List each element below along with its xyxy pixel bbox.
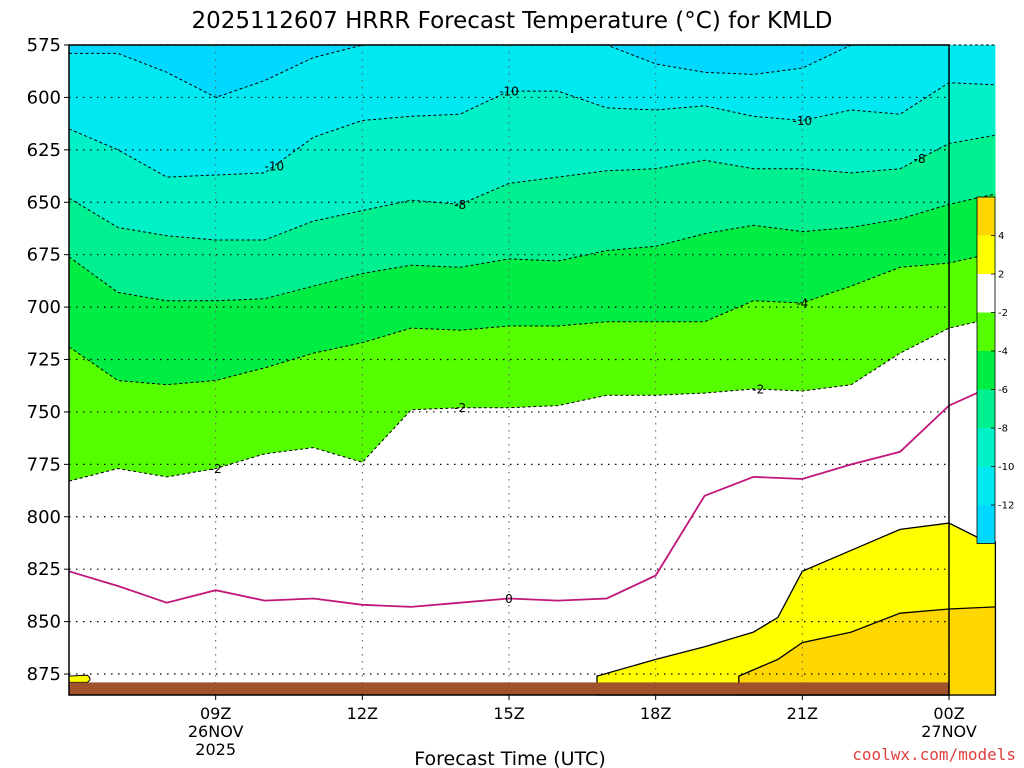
contour-line-0 (68, 383, 996, 608)
ground-bar (69, 682, 949, 695)
x-tick-label-9-1: 26NOV (188, 722, 244, 741)
contour-line--10 (68, 82, 996, 178)
colorbar-segment-7 (977, 466, 995, 505)
colorbar-segment-4 (977, 351, 995, 390)
y-tick-label-650: 650 (27, 192, 61, 213)
contour-label--2-2: -2 (752, 383, 764, 397)
x-axis-label: Forecast Time (UTC) (414, 748, 605, 768)
contour-label--4-0: -4 (796, 296, 808, 310)
contour-label-0-0: 0 (505, 592, 513, 606)
colorbar-label-3: -4 (998, 347, 1008, 358)
y-tick-label-825: 825 (27, 559, 61, 580)
y-tick-label-675: 675 (27, 245, 61, 266)
colorbar-label-0: 4 (998, 231, 1004, 242)
colorbar-segment-1 (977, 235, 995, 274)
contour-lines (68, 44, 996, 608)
x-tick-label-21-0: 21Z (787, 704, 818, 723)
contour-label--2-0: -2 (210, 462, 222, 476)
temperature-fills (68, 45, 997, 696)
y-tick-label-575: 575 (27, 35, 61, 56)
colorbar-label-2: -2 (998, 308, 1008, 319)
colorbar-label-5: -8 (998, 424, 1008, 435)
colorbar-label-7: -12 (998, 501, 1014, 512)
contour-label--8-1: -8 (914, 152, 926, 166)
colorbar-segment-5 (977, 389, 995, 428)
x-tick-label-9-0: 09Z (200, 704, 231, 723)
y-tick-label-750: 750 (27, 402, 61, 423)
contour-label--8-0: -8 (454, 198, 466, 212)
contour-line--2 (68, 317, 996, 482)
colorbar-label-1: 2 (998, 270, 1004, 281)
colorbar: 4 2 -2 -4 -6 -8 -10 -12 (976, 196, 1014, 544)
contour-label--10-1: -10 (499, 85, 519, 99)
colorbar-segment-0 (977, 197, 995, 236)
y-tick-label-875: 875 (27, 664, 61, 685)
contour-labels: -10 -10 -10 -8 -8 -4 -2 -2 -2 0 (210, 85, 926, 606)
y-tick-label-725: 725 (27, 350, 61, 371)
warm-blob-left (68, 674, 91, 683)
credit-text: coolwx.com/models (852, 745, 1016, 764)
x-tick-label-18-0: 18Z (640, 704, 671, 723)
chart-title: 2025112607 HRRR Forecast Temperature (°C… (191, 8, 832, 34)
y-tick-label-850: 850 (27, 612, 61, 633)
colorbar-border (976, 196, 996, 544)
colorbar-segment-6 (977, 428, 995, 467)
colorbar-segment-8 (977, 505, 995, 544)
x-tick-label-15-0: 15Z (493, 704, 524, 723)
colorbar-label-6: -10 (998, 462, 1014, 473)
y-tick-label-625: 625 (27, 140, 61, 161)
x-tick-label-9-2: 2025 (195, 740, 236, 759)
y-axis-ticks: 575 600 625 650 675 700 725 750 775 800 825 850 875 (27, 35, 69, 685)
y-tick-label-700: 700 (27, 297, 61, 318)
band-above-0 (69, 384, 996, 695)
contour-line--4 (68, 252, 996, 386)
colorbar-segment-3 (977, 312, 995, 351)
contour-label--10-0: -10 (265, 159, 285, 173)
y-tick-label-800: 800 (27, 507, 61, 528)
x-tick-label-12-0: 12Z (347, 704, 378, 723)
y-tick-label-775: 775 (27, 454, 61, 475)
contour-label--2-1: -2 (454, 401, 466, 415)
colorbar-label-4: -6 (998, 385, 1008, 396)
y-tick-label-600: 600 (27, 87, 61, 108)
contour-label--10-2: -10 (793, 114, 813, 128)
x-tick-label-24-0: 00Z (933, 704, 964, 723)
contour-line--6 (68, 193, 996, 302)
x-tick-label-24-1: 27NOV (921, 722, 977, 741)
colorbar-segment-2 (977, 274, 995, 313)
